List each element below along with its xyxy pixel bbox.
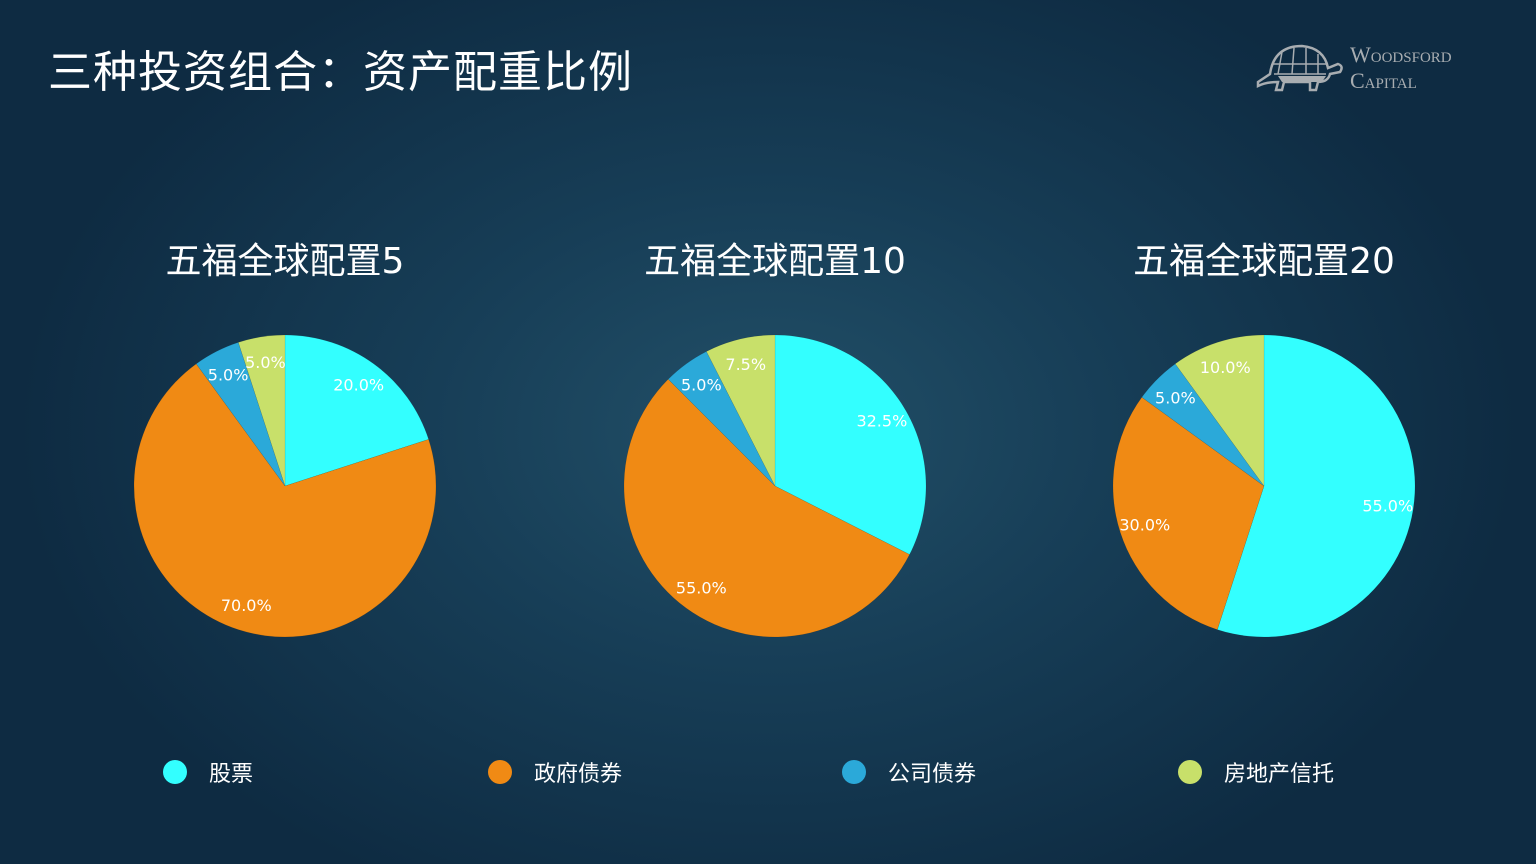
- pie-label-2-4: 7.5%: [725, 355, 766, 374]
- pie-title-3: 五福全球配置20: [1133, 241, 1395, 282]
- woodsford-logo: Woodsford Capital: [1256, 40, 1506, 96]
- pie-slice-1-2: [133, 363, 437, 638]
- pie-label-3-3: 5.0%: [1155, 388, 1196, 407]
- legend-item-corp-bonds: 公司债券: [842, 756, 976, 788]
- pie-slice-3-2: [1112, 396, 1265, 630]
- pie-slice-2-1: [774, 334, 927, 555]
- pie-label-3-1: 55.0%: [1362, 497, 1413, 516]
- pie-slice-1-4: [238, 334, 286, 487]
- legend-item-stocks: 股票: [163, 756, 253, 788]
- pie-label-3-4: 10.0%: [1200, 358, 1251, 377]
- pie-label-1-2: 70.0%: [221, 596, 272, 615]
- pie-label-1-4: 5.0%: [245, 353, 286, 372]
- tortoise-icon: [1256, 44, 1343, 92]
- legend-label-corp-bonds: 公司债券: [888, 762, 977, 787]
- legend-label-reit: 房地产信托: [1224, 762, 1335, 787]
- legend-item-reit: 房地产信托: [1178, 756, 1334, 788]
- pie-label-2-3: 5.0%: [681, 376, 722, 395]
- logo-line2: Capital: [1350, 68, 1417, 93]
- pie-title-2: 五福全球配置10: [644, 241, 906, 282]
- pie-slice-2-4: [706, 334, 776, 487]
- pie-label-1-1: 20.0%: [333, 376, 384, 395]
- pie-slice-1-1: [284, 334, 429, 487]
- legend-dot-gov-bonds: [488, 760, 512, 784]
- legend-label-gov-bonds: 政府债券: [534, 762, 623, 787]
- pie-label-3-2: 30.0%: [1119, 516, 1170, 535]
- pie-slice-2-3: [667, 351, 776, 487]
- legend-item-gov-bonds: 政府债券: [488, 756, 622, 788]
- legend-dot-stocks: [163, 760, 187, 784]
- page-title: 三种投资组合：资产配重比例: [48, 47, 633, 98]
- pie-title-1: 五福全球配置5: [165, 241, 405, 282]
- pie-slice-1-3: [195, 342, 286, 487]
- pie-slice-3-4: [1174, 334, 1265, 487]
- pie-label-2-2: 55.0%: [676, 578, 727, 597]
- pie-slice-3-3: [1141, 363, 1265, 487]
- pie-slice-3-1: [1217, 334, 1416, 638]
- logo-line1: Woodsford: [1350, 42, 1452, 67]
- legend-dot-corp-bonds: [842, 760, 866, 784]
- pie-slice-2-2: [623, 378, 910, 638]
- legend-label-stocks: 股票: [209, 762, 254, 787]
- legend-dot-reit: [1178, 760, 1202, 784]
- pie-label-2-1: 32.5%: [856, 412, 907, 431]
- pie-label-1-3: 5.0%: [208, 365, 249, 384]
